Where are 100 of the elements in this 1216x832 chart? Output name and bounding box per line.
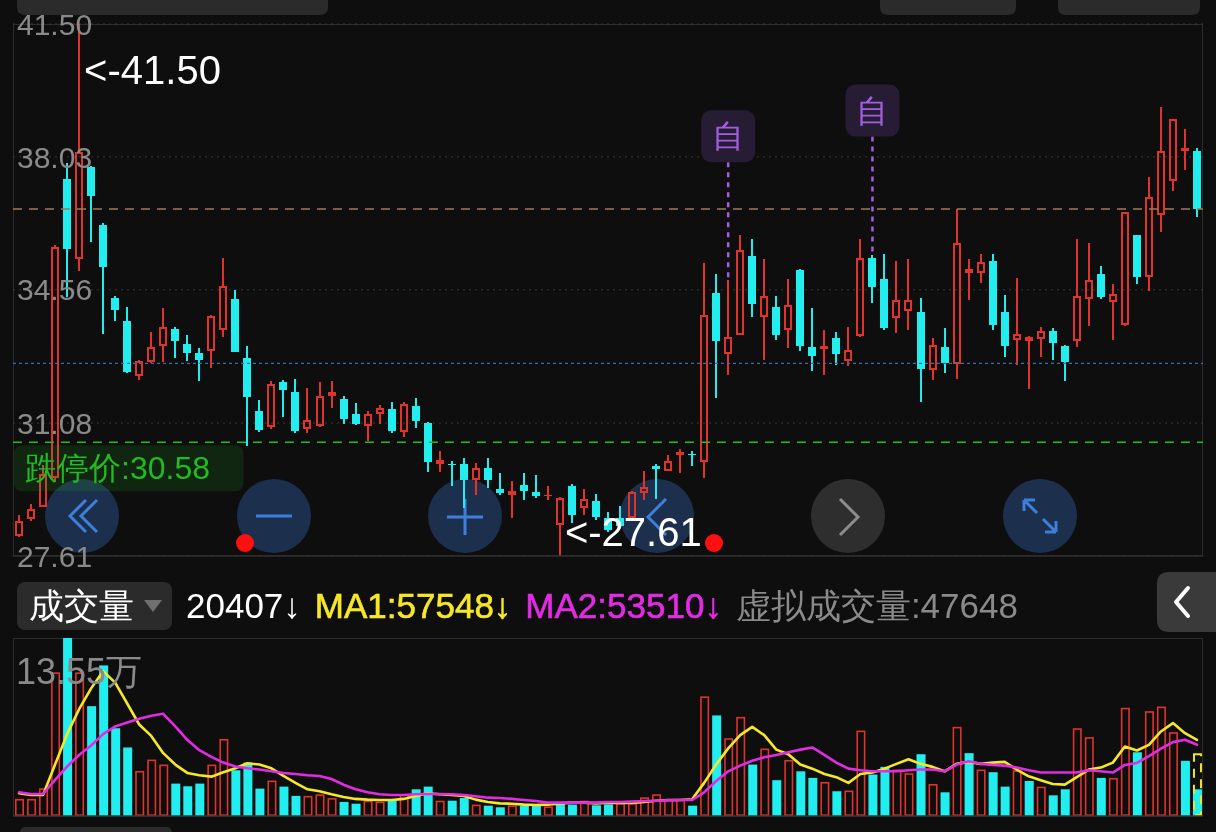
bar xyxy=(1084,737,1094,816)
candlestick xyxy=(1145,176,1153,292)
bar xyxy=(892,769,902,816)
candlestick xyxy=(1157,106,1165,233)
bar xyxy=(664,799,674,816)
candlestick xyxy=(772,295,780,342)
bar xyxy=(772,780,782,816)
bar xyxy=(279,786,289,816)
candlestick xyxy=(989,252,997,332)
bar xyxy=(1156,706,1166,816)
bar xyxy=(844,790,854,816)
bar xyxy=(543,806,553,816)
candlestick xyxy=(724,279,732,376)
bar xyxy=(603,804,613,816)
bar xyxy=(976,769,986,816)
bar xyxy=(760,748,770,816)
candlestick xyxy=(364,410,372,442)
text: 虚拟成交量:47648 xyxy=(735,584,1018,627)
candlestick xyxy=(400,401,408,438)
bar xyxy=(856,730,866,816)
bar xyxy=(39,788,49,816)
candlestick xyxy=(929,337,937,381)
candlestick xyxy=(917,297,925,404)
candlestick xyxy=(279,379,287,418)
candlestick xyxy=(700,261,708,480)
bar xyxy=(652,794,662,816)
candlestick xyxy=(412,396,420,430)
candlestick xyxy=(1037,326,1045,358)
bar xyxy=(1000,786,1010,816)
candlestick xyxy=(472,461,480,497)
bar xyxy=(940,792,950,816)
candlestick xyxy=(712,272,720,399)
candlestick xyxy=(328,379,336,409)
candlestick xyxy=(652,463,660,500)
bar xyxy=(507,805,517,816)
bar xyxy=(207,764,217,816)
bar xyxy=(1012,770,1022,816)
bar xyxy=(231,770,241,816)
bar xyxy=(832,791,842,816)
bar xyxy=(1096,777,1106,816)
bar xyxy=(591,805,601,816)
bar xyxy=(327,798,337,816)
candlestick xyxy=(1013,276,1021,366)
bar xyxy=(1144,711,1154,816)
candlestick xyxy=(941,327,949,374)
candlestick xyxy=(448,460,456,488)
bar xyxy=(1048,795,1058,816)
candlestick xyxy=(544,485,552,502)
candlestick xyxy=(808,307,816,373)
candlestick xyxy=(880,252,888,332)
bar xyxy=(1180,760,1190,816)
bar xyxy=(1120,707,1130,816)
bar xyxy=(916,754,926,816)
candlestick xyxy=(760,258,768,362)
bar xyxy=(964,753,974,816)
candlestick xyxy=(676,448,684,475)
candlestick xyxy=(832,331,840,366)
bar xyxy=(171,783,181,816)
annotation: <-41.50 xyxy=(84,48,221,92)
bar xyxy=(447,800,457,816)
candlestick xyxy=(171,326,179,360)
candlestick xyxy=(953,207,961,380)
bar xyxy=(808,777,818,816)
candlestick xyxy=(1001,293,1009,358)
bar xyxy=(495,807,505,816)
bar xyxy=(15,798,24,816)
bar xyxy=(303,795,313,816)
bar xyxy=(988,772,998,816)
candlestick xyxy=(183,333,191,363)
candlestick xyxy=(904,258,912,332)
bar xyxy=(363,800,373,816)
bar xyxy=(1072,728,1082,816)
bar xyxy=(928,783,938,816)
candlestick xyxy=(159,307,167,364)
candlestick xyxy=(508,479,516,520)
text: 20407↓ xyxy=(186,586,301,626)
bar xyxy=(195,783,205,816)
bar xyxy=(159,764,169,816)
bar xyxy=(459,798,469,816)
bar xyxy=(616,803,626,816)
bar xyxy=(471,804,481,816)
bar xyxy=(724,738,734,816)
text: MA1:57548↓ xyxy=(314,586,512,626)
bar xyxy=(111,728,121,816)
candlestick xyxy=(1109,282,1117,342)
bar xyxy=(267,780,277,816)
candlestick xyxy=(748,238,756,318)
candlestick xyxy=(688,450,696,467)
chart-title: 成交量 xyxy=(29,584,134,627)
bar xyxy=(219,738,229,816)
candlestick xyxy=(219,257,227,338)
bar xyxy=(952,726,962,816)
candlestick xyxy=(484,456,492,490)
bar xyxy=(700,696,710,816)
candlestick xyxy=(532,474,540,499)
candlestick xyxy=(892,259,900,335)
candlestick xyxy=(640,469,648,502)
candlestick xyxy=(99,221,107,335)
bar xyxy=(676,799,686,816)
bar xyxy=(868,774,878,816)
